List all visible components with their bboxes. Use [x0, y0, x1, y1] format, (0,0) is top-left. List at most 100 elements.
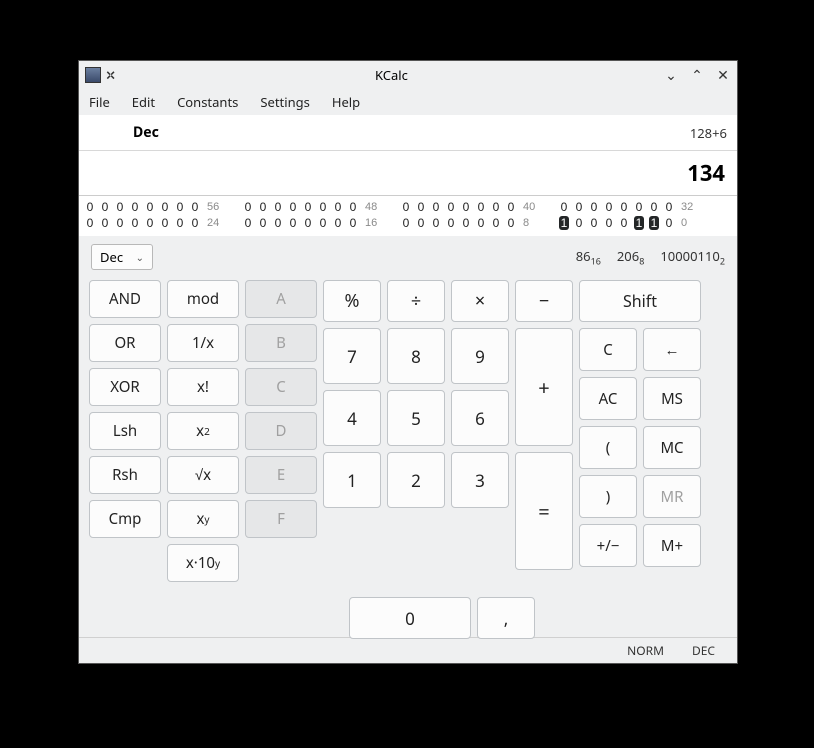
bit-cell[interactable]: 1: [634, 216, 644, 230]
bit-cell[interactable]: 0: [506, 200, 516, 214]
bit-cell[interactable]: 0: [401, 216, 411, 230]
six-button[interactable]: 6: [451, 390, 509, 446]
bit-cell[interactable]: 0: [574, 200, 584, 214]
bit-cell[interactable]: 0: [115, 200, 125, 214]
bit-cell[interactable]: 0: [190, 200, 200, 214]
bit-cell[interactable]: 0: [619, 216, 629, 230]
lsh-button[interactable]: Lsh: [89, 412, 161, 450]
bit-cell[interactable]: 0: [634, 200, 644, 214]
backspace-button[interactable]: ←: [643, 328, 701, 371]
bit-cell[interactable]: 0: [175, 216, 185, 230]
menu-file[interactable]: File: [89, 93, 110, 111]
subtract-button[interactable]: −: [515, 280, 573, 322]
two-button[interactable]: 2: [387, 452, 445, 508]
close-icon[interactable]: ✕: [715, 66, 731, 85]
multiply-button[interactable]: ×: [451, 280, 509, 322]
minimize-icon[interactable]: ⌄: [663, 66, 679, 85]
bit-cell[interactable]: 0: [446, 200, 456, 214]
bit-cell[interactable]: 0: [303, 200, 313, 214]
bit-cell[interactable]: 0: [258, 200, 268, 214]
allclear-button[interactable]: AC: [579, 377, 637, 420]
bit-cell[interactable]: 0: [664, 216, 674, 230]
bit-cell[interactable]: 0: [333, 216, 343, 230]
bit-cell[interactable]: 0: [476, 216, 486, 230]
bit-cell[interactable]: 0: [273, 200, 283, 214]
equals-button[interactable]: =: [515, 452, 573, 570]
bit-cell[interactable]: 0: [416, 200, 426, 214]
cmp-button[interactable]: Cmp: [89, 500, 161, 538]
bit-cell[interactable]: 0: [258, 216, 268, 230]
four-button[interactable]: 4: [323, 390, 381, 446]
bit-cell[interactable]: 0: [288, 200, 298, 214]
bit-cell[interactable]: 0: [115, 216, 125, 230]
bit-cell[interactable]: 0: [145, 200, 155, 214]
mod-button[interactable]: mod: [167, 280, 239, 318]
bit-cell[interactable]: 0: [100, 216, 110, 230]
bit-cell[interactable]: 0: [160, 200, 170, 214]
bit-cell[interactable]: 1: [649, 216, 659, 230]
menu-edit[interactable]: Edit: [132, 93, 155, 111]
mr-button[interactable]: MR: [643, 475, 701, 518]
three-button[interactable]: 3: [451, 452, 509, 508]
square-button[interactable]: x2: [167, 412, 239, 450]
nine-button[interactable]: 9: [451, 328, 509, 384]
bit-cell[interactable]: 0: [476, 200, 486, 214]
bit-cell[interactable]: 0: [130, 200, 140, 214]
add-button[interactable]: +: [515, 328, 573, 446]
bit-cell[interactable]: 0: [401, 200, 411, 214]
menu-settings[interactable]: Settings: [260, 93, 309, 111]
bit-cell[interactable]: 0: [506, 216, 516, 230]
bit-cell[interactable]: 0: [145, 216, 155, 230]
percent-button[interactable]: %: [323, 280, 381, 322]
base-select[interactable]: Dec ⌄: [91, 244, 153, 270]
bit-cell[interactable]: 0: [190, 216, 200, 230]
negate-button[interactable]: +/−: [579, 524, 637, 567]
sqrt-button[interactable]: √x: [167, 456, 239, 494]
bit-cell[interactable]: 0: [100, 200, 110, 214]
bit-cell[interactable]: 0: [431, 200, 441, 214]
bit-cell[interactable]: 0: [664, 200, 674, 214]
bit-cell[interactable]: 0: [619, 200, 629, 214]
and-button[interactable]: AND: [89, 280, 161, 318]
mc-button[interactable]: MC: [643, 426, 701, 469]
bit-cell[interactable]: 0: [559, 200, 569, 214]
shift-button[interactable]: Shift: [579, 280, 701, 322]
xor-button[interactable]: XOR: [89, 368, 161, 406]
bit-cell[interactable]: 0: [243, 216, 253, 230]
bit-cell[interactable]: 0: [85, 216, 95, 230]
bit-cell[interactable]: 0: [649, 200, 659, 214]
bit-cell[interactable]: 0: [491, 200, 501, 214]
lparen-button[interactable]: (: [579, 426, 637, 469]
bit-cell[interactable]: 0: [318, 200, 328, 214]
rsh-button[interactable]: Rsh: [89, 456, 161, 494]
menu-constants[interactable]: Constants: [177, 93, 238, 111]
bit-cell[interactable]: 0: [604, 200, 614, 214]
bit-cell[interactable]: 0: [160, 216, 170, 230]
sci-exp-button[interactable]: x·10y: [167, 544, 239, 582]
bit-cell[interactable]: 0: [461, 200, 471, 214]
bit-cell[interactable]: 0: [461, 216, 471, 230]
bit-cell[interactable]: 0: [85, 200, 95, 214]
bit-cell[interactable]: 0: [589, 200, 599, 214]
bit-cell[interactable]: 0: [589, 216, 599, 230]
bit-cell[interactable]: 0: [431, 216, 441, 230]
five-button[interactable]: 5: [387, 390, 445, 446]
decimal-button[interactable]: ,: [477, 597, 535, 639]
power-button[interactable]: xy: [167, 500, 239, 538]
pin-icon[interactable]: ✛: [100, 65, 120, 85]
bit-cell[interactable]: 0: [416, 216, 426, 230]
factorial-button[interactable]: x!: [167, 368, 239, 406]
bit-cell[interactable]: 0: [491, 216, 501, 230]
bit-cell[interactable]: 0: [446, 216, 456, 230]
zero-button[interactable]: 0: [349, 597, 471, 639]
rparen-button[interactable]: ): [579, 475, 637, 518]
one-button[interactable]: 1: [323, 452, 381, 508]
bit-cell[interactable]: 0: [348, 216, 358, 230]
seven-button[interactable]: 7: [323, 328, 381, 384]
bit-cell[interactable]: 0: [318, 216, 328, 230]
ms-button[interactable]: MS: [643, 377, 701, 420]
maximize-icon[interactable]: ⌃: [689, 66, 705, 85]
bit-cell[interactable]: 0: [288, 216, 298, 230]
bit-cell[interactable]: 0: [130, 216, 140, 230]
bit-cell[interactable]: 1: [559, 216, 569, 230]
